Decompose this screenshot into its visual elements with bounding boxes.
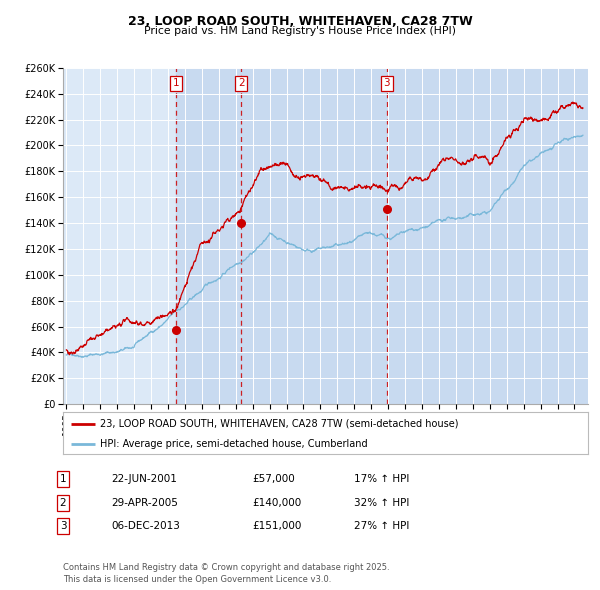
Text: 3: 3 xyxy=(59,522,67,531)
Text: 29-APR-2005: 29-APR-2005 xyxy=(111,498,178,507)
Text: 32% ↑ HPI: 32% ↑ HPI xyxy=(354,498,409,507)
Text: 2: 2 xyxy=(238,78,245,88)
Text: Price paid vs. HM Land Registry's House Price Index (HPI): Price paid vs. HM Land Registry's House … xyxy=(144,27,456,36)
Text: 23, LOOP ROAD SOUTH, WHITEHAVEN, CA28 7TW (semi-detached house): 23, LOOP ROAD SOUTH, WHITEHAVEN, CA28 7T… xyxy=(100,419,458,429)
Bar xyxy=(241,68,588,404)
Text: £57,000: £57,000 xyxy=(252,474,295,484)
Text: 17% ↑ HPI: 17% ↑ HPI xyxy=(354,474,409,484)
Bar xyxy=(176,68,241,404)
Text: HPI: Average price, semi-detached house, Cumberland: HPI: Average price, semi-detached house,… xyxy=(100,439,367,448)
Text: 3: 3 xyxy=(383,78,390,88)
Text: 2: 2 xyxy=(59,498,67,507)
Text: 1: 1 xyxy=(173,78,179,88)
Text: 22-JUN-2001: 22-JUN-2001 xyxy=(111,474,177,484)
Text: 1: 1 xyxy=(59,474,67,484)
Text: £151,000: £151,000 xyxy=(252,522,301,531)
Text: 27% ↑ HPI: 27% ↑ HPI xyxy=(354,522,409,531)
Text: Contains HM Land Registry data © Crown copyright and database right 2025.
This d: Contains HM Land Registry data © Crown c… xyxy=(63,563,389,584)
Text: 23, LOOP ROAD SOUTH, WHITEHAVEN, CA28 7TW: 23, LOOP ROAD SOUTH, WHITEHAVEN, CA28 7T… xyxy=(128,15,472,28)
Text: 06-DEC-2013: 06-DEC-2013 xyxy=(111,522,180,531)
Text: £140,000: £140,000 xyxy=(252,498,301,507)
